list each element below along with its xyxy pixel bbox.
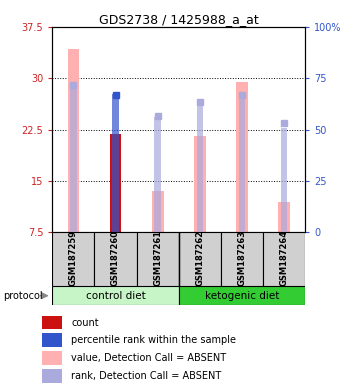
Bar bbox=[197, 101, 203, 232]
Bar bbox=[263, 232, 305, 286]
Text: GSM187259: GSM187259 bbox=[69, 230, 78, 286]
Text: GSM187260: GSM187260 bbox=[111, 230, 120, 286]
Bar bbox=[43, 369, 61, 383]
Text: rank, Detection Call = ABSENT: rank, Detection Call = ABSENT bbox=[71, 371, 221, 381]
Text: GSM187261: GSM187261 bbox=[153, 230, 162, 286]
Bar bbox=[95, 232, 136, 286]
Text: control diet: control diet bbox=[86, 291, 145, 301]
Text: GSM187264: GSM187264 bbox=[279, 230, 288, 286]
Bar bbox=[155, 117, 161, 232]
Bar bbox=[52, 232, 95, 286]
Bar bbox=[239, 93, 245, 232]
Bar bbox=[152, 191, 164, 232]
Bar bbox=[68, 50, 79, 232]
Bar bbox=[278, 202, 290, 232]
Text: ketogenic diet: ketogenic diet bbox=[205, 291, 279, 301]
Bar bbox=[43, 333, 61, 347]
Bar bbox=[281, 127, 287, 232]
Bar bbox=[112, 94, 119, 232]
Bar bbox=[110, 134, 121, 232]
Bar bbox=[70, 82, 77, 232]
Text: value, Detection Call = ABSENT: value, Detection Call = ABSENT bbox=[71, 353, 226, 363]
Text: protocol: protocol bbox=[4, 291, 43, 301]
Bar bbox=[43, 316, 61, 329]
Bar bbox=[52, 286, 179, 305]
Bar bbox=[179, 286, 305, 305]
Bar bbox=[194, 136, 206, 232]
Bar bbox=[136, 232, 179, 286]
Bar bbox=[43, 351, 61, 365]
Text: count: count bbox=[71, 318, 99, 328]
Text: GSM187263: GSM187263 bbox=[238, 230, 246, 286]
Text: GSM187262: GSM187262 bbox=[195, 230, 204, 286]
Text: percentile rank within the sample: percentile rank within the sample bbox=[71, 335, 236, 345]
Bar bbox=[221, 232, 263, 286]
Title: GDS2738 / 1425988_a_at: GDS2738 / 1425988_a_at bbox=[99, 13, 258, 26]
Bar bbox=[179, 232, 221, 286]
Bar bbox=[236, 82, 248, 232]
